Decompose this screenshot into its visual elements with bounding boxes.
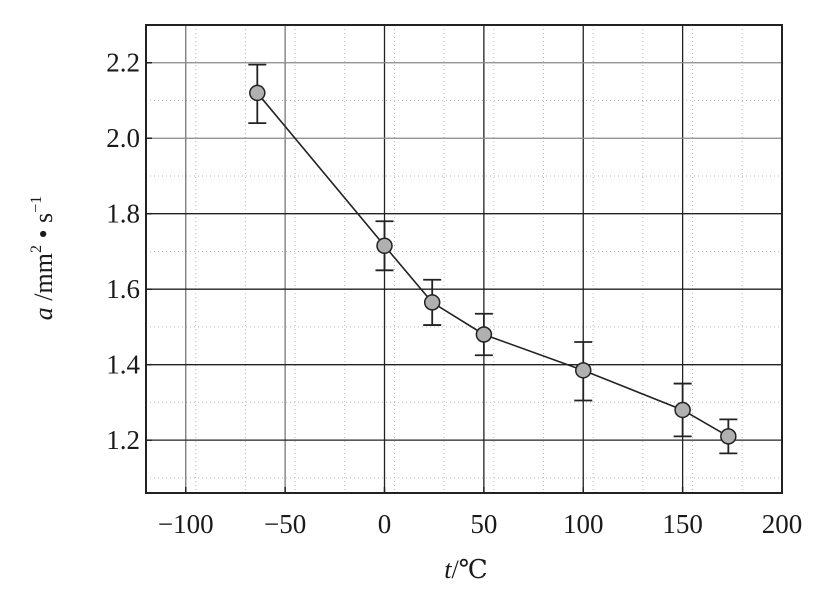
- major-grid: [146, 25, 782, 493]
- data-point: [475, 326, 493, 343]
- y-tick-labels: 1.2 1.4 1.6 1.8 2.0 2.2: [106, 48, 140, 455]
- x-tick-label: 150: [662, 509, 703, 539]
- y-tick-label: 1.8: [106, 199, 140, 229]
- y-tick-label: 2.2: [106, 48, 140, 78]
- y-tick-label: 1.6: [106, 274, 140, 304]
- data-point: [423, 294, 441, 311]
- y-tick-label: 1.2: [106, 425, 140, 455]
- series-line: [256, 92, 729, 438]
- x-tick-label: 200: [762, 509, 803, 539]
- data-point: [376, 237, 393, 255]
- x-tick-label: 0: [378, 509, 392, 539]
- x-tick-labels: −100 −50 0 50 100 150 200: [158, 509, 802, 539]
- x-tick-label: 50: [470, 509, 497, 539]
- y-tick-label: 2.0: [106, 123, 140, 153]
- x-tick-label: −100: [158, 509, 214, 539]
- axis-ticks: [146, 61, 783, 493]
- data-point: [674, 401, 691, 419]
- x-tick-label: −50: [264, 509, 306, 539]
- series-group: [248, 63, 738, 455]
- data-point: [575, 362, 592, 379]
- x-tick-label: 100: [563, 509, 604, 539]
- data-point: [249, 84, 266, 102]
- minor-grid: [145, 24, 782, 493]
- y-axis-label: a /mm2 • s−1: [28, 196, 58, 320]
- data-point: [720, 428, 737, 445]
- plot-frame: [145, 24, 783, 494]
- x-axis-label: t/℃: [444, 555, 488, 584]
- y-tick-label: 1.4: [106, 350, 140, 380]
